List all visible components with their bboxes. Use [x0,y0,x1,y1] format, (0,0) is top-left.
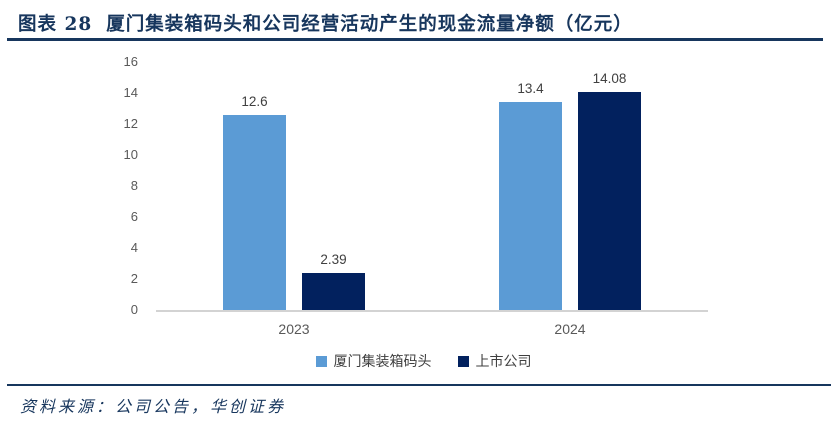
legend-swatch [457,355,469,367]
x-axis-line [156,310,708,312]
bar-value-label: 2.39 [320,251,347,267]
figure-caption: 厦门集装箱码头和公司经营活动产生的现金流量净额（亿元） [106,14,633,35]
y-axis-tick-label: 4 [130,240,138,255]
y-axis-tick-label: 10 [123,147,138,162]
y-axis-tick-label: 0 [130,302,138,317]
bar-value-label: 14.08 [592,70,627,86]
y-axis-tick-label: 8 [130,178,138,193]
x-axis-category-label: 2024 [554,321,586,337]
title-divider [7,38,823,41]
x-axis-category-label: 2023 [278,321,310,337]
chart-legend: 厦门集装箱码头 上市公司 [139,351,708,371]
bar [223,114,286,310]
bar-value-label: 12.6 [241,93,268,109]
bar [499,102,562,310]
legend-item: 上市公司 [457,351,532,371]
bar [302,272,365,310]
footer-divider [7,384,831,386]
bar-value-label: 13.4 [517,81,544,97]
y-axis-tick-label: 14 [123,85,138,100]
source-note: 资料来源：公司公告，华创证券 [20,397,287,416]
y-axis-tick-label: 2 [130,271,138,286]
y-axis-tick-label: 6 [130,209,138,224]
legend-item: 厦门集装箱码头 [315,351,432,371]
legend-label: 上市公司 [475,353,532,369]
y-axis-tick-label: 16 [123,54,138,69]
figure-title: 图表 28 厦门集装箱码头和公司经营活动产生的现金流量净额（亿元） [18,10,633,36]
legend-label: 厦门集装箱码头 [333,353,432,369]
legend-swatch [315,355,327,367]
figure-number: 图表 28 [18,14,93,35]
bar [578,91,641,310]
y-axis-tick-label: 12 [123,116,138,131]
